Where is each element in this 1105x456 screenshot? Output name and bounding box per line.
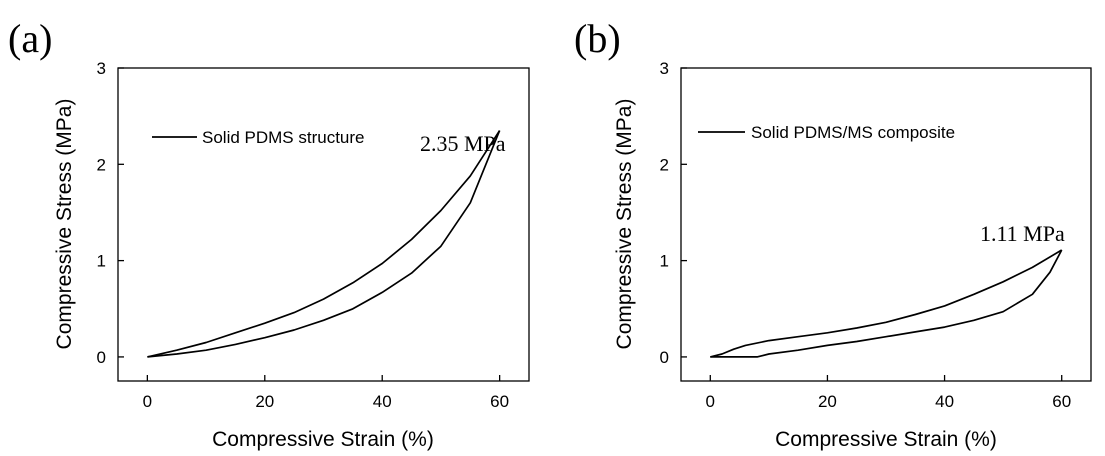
annotation-a: 2.35 MPa — [420, 131, 506, 156]
y-tick-label-a: 3 — [97, 59, 106, 78]
panel-label-a: (a) — [8, 16, 52, 61]
y-axis-title-a: Compressive Stress (MPa) — [53, 99, 76, 350]
y-tick-label-b: 3 — [660, 59, 669, 78]
legend-label-b: Solid PDMS/MS composite — [751, 123, 955, 142]
panel-label-b: (b) — [574, 16, 621, 61]
y-tick-label-b: 1 — [660, 252, 669, 271]
x-axis-title-a: Compressive Strain (%) — [212, 428, 434, 451]
x-axis-a: 0 20 40 60 — [143, 375, 509, 411]
annotation-b: 1.11 MPa — [980, 221, 1065, 246]
x-tick-label-a: 20 — [255, 392, 274, 411]
y-axis-title-b: Compressive Stress (MPa) — [613, 99, 636, 350]
y-tick-label-b: 0 — [660, 348, 669, 367]
y-axis-a: 0 1 2 3 — [97, 59, 124, 367]
y-tick-label-a: 0 — [97, 348, 106, 367]
chart-panel-b: (b) 0 20 40 60 0 1 2 3 Solid PDMS/MS composite… — [574, 16, 1092, 451]
x-tick-label-b: 60 — [1052, 392, 1071, 411]
x-tick-label-b: 0 — [706, 392, 715, 411]
unloading-curve-a — [147, 130, 501, 358]
x-tick-label-a: 0 — [143, 392, 152, 411]
x-axis-b: 0 20 40 60 — [706, 375, 1071, 411]
y-tick-label-a: 1 — [97, 252, 106, 271]
x-tick-label-b: 40 — [935, 392, 954, 411]
loading-curve-a — [147, 130, 501, 358]
chart-panel-a: (a) 0 20 40 60 0 1 2 3 Solid PDMS structure 2.… — [8, 16, 530, 451]
y-tick-label-b: 2 — [660, 155, 669, 174]
unloading-curve-b — [710, 249, 1063, 358]
plot-frame-a — [117, 67, 530, 382]
loading-curve-b — [710, 249, 1063, 358]
y-tick-label-a: 2 — [97, 155, 106, 174]
x-tick-label-a: 40 — [373, 392, 392, 411]
x-tick-label-b: 20 — [818, 392, 837, 411]
legend-label-a: Solid PDMS structure — [202, 128, 365, 147]
plot-frame-b — [680, 67, 1092, 382]
x-axis-title-b: Compressive Strain (%) — [775, 428, 997, 451]
x-tick-label-a: 60 — [490, 392, 509, 411]
y-axis-b: 0 1 2 3 — [660, 59, 687, 367]
